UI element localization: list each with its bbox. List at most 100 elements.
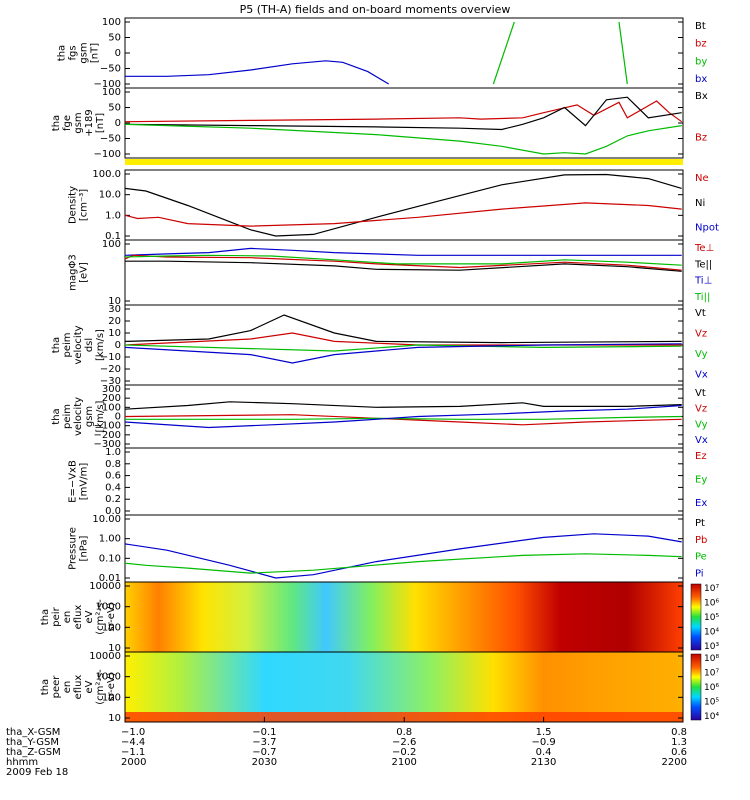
ytick-label: −50 bbox=[100, 134, 121, 145]
ylabel-density: Density [cm⁻³] bbox=[68, 186, 90, 224]
ytick-label: 0.4 bbox=[105, 482, 121, 493]
ytick-label: 10 bbox=[108, 296, 121, 307]
ylabel-line: (cm²-s- bbox=[95, 599, 106, 635]
ylabel-line: Pressure bbox=[68, 527, 79, 570]
ytick-label: 10 bbox=[108, 713, 121, 724]
ylabel-line: [cm⁻³] bbox=[79, 189, 90, 221]
ytick-label: 0.0 bbox=[105, 506, 121, 517]
series-fgs-by bbox=[492, 21, 515, 85]
series-velocity1-vz bbox=[124, 332, 682, 346]
ylabel-temp: magΦ3 [eV] bbox=[68, 254, 90, 290]
series-temp-ti⊥ bbox=[124, 247, 682, 256]
ytick-label: −100 bbox=[94, 79, 121, 90]
ephemeris-value: 1.3 bbox=[671, 737, 687, 748]
ylabel-line: tha bbox=[40, 679, 51, 695]
legend-bt: Bt bbox=[695, 21, 706, 32]
ytick-label: −300 bbox=[94, 439, 121, 450]
colorbar-ions bbox=[690, 583, 702, 651]
legend-pi: Pi bbox=[695, 569, 704, 580]
panel-frame-fge bbox=[124, 87, 684, 159]
figure-title: P5 (TH-A) fields and on-board moments ov… bbox=[240, 3, 511, 16]
ytick-label: 0.1 bbox=[105, 231, 121, 242]
ytick-label: 0.01 bbox=[99, 573, 121, 584]
panel-frame-velocity2 bbox=[124, 384, 684, 449]
ephemeris-label: tha_X-GSM bbox=[6, 727, 60, 738]
ephemeris-label: 2009 Feb 18 bbox=[6, 767, 68, 778]
series-fge-by bbox=[124, 123, 682, 155]
ylabel-line: peir bbox=[51, 606, 62, 626]
ephemeris-value: −3.7 bbox=[252, 737, 276, 748]
series-velocity2-vt bbox=[124, 401, 682, 410]
ylabel-line: [nT] bbox=[95, 113, 106, 133]
ytick-label: 0.2 bbox=[105, 494, 121, 505]
ephemeris-value: 0.6 bbox=[671, 747, 687, 758]
ytick-label: 10.00 bbox=[92, 514, 121, 525]
ephemeris-value: −4.4 bbox=[121, 737, 145, 748]
ylabel-line: peim bbox=[62, 332, 73, 357]
ylabel-pressure: Pressure [nPa] bbox=[68, 527, 90, 570]
ytick-label: 0 bbox=[115, 340, 121, 351]
ytick-label: −100 bbox=[94, 421, 121, 432]
series-velocity1-vt bbox=[124, 314, 682, 344]
ylabel-line: Density bbox=[68, 186, 79, 224]
legend-vt: Vt bbox=[695, 308, 706, 319]
legend-ne: Ne bbox=[695, 173, 709, 184]
ytick-label: 10 bbox=[108, 328, 121, 339]
legend-pb: Pb bbox=[695, 535, 707, 546]
series-velocity2-vy bbox=[125, 415, 682, 420]
ytick-label: 0 bbox=[115, 48, 121, 59]
series-fge-bz bbox=[124, 100, 683, 123]
ytick-label: 30 bbox=[108, 304, 121, 315]
ytick-label: −100 bbox=[94, 149, 121, 160]
ephemeris-label: tha_Y-GSM bbox=[6, 737, 59, 748]
ytick-label: 10 bbox=[108, 643, 121, 654]
ylabel-line: eflux bbox=[73, 675, 84, 700]
ylabel-line: en bbox=[62, 681, 73, 694]
series-velocity2-vx bbox=[124, 404, 682, 429]
ephemeris-value: 0.8 bbox=[396, 727, 412, 738]
ylabel-line: gsm bbox=[73, 112, 84, 133]
panel-frame-fgs bbox=[124, 17, 684, 89]
ephemeris-label: hhmm bbox=[6, 757, 38, 768]
series-velocity2-vz bbox=[124, 414, 682, 426]
series-pressure-pi bbox=[124, 533, 682, 579]
ylabel-line: fge bbox=[62, 115, 73, 131]
ylabel-line: [nT] bbox=[90, 43, 101, 63]
ylabel-fge: tha fge gsm +189 [nT] bbox=[51, 109, 106, 136]
ylabel-ions: tha peir en eflux eV (cm²-s-sr-eV) bbox=[40, 599, 117, 635]
ylabel-line: eflux bbox=[73, 605, 84, 630]
legend-ez: Ez bbox=[695, 451, 707, 462]
ephemeris-value: 2100 bbox=[391, 757, 416, 768]
ytick-label: −10 bbox=[100, 352, 121, 363]
ytick-label: 50 bbox=[108, 33, 121, 44]
ephemeris-label: tha_Z-GSM bbox=[6, 747, 61, 758]
panel-frame-efield bbox=[124, 447, 684, 516]
legend-pe: Pe bbox=[695, 552, 707, 563]
series-velocity1-vx bbox=[124, 343, 682, 364]
series-fgs-bx bbox=[125, 60, 390, 85]
colorbar-electrons bbox=[690, 653, 702, 721]
ytick-label: 0.6 bbox=[105, 471, 121, 482]
colorbar-label: 10⁷ bbox=[704, 669, 719, 679]
ylabel-line: E=−VxB bbox=[68, 460, 79, 503]
series-temp-ti|| bbox=[124, 254, 682, 266]
ytick-label: 300 bbox=[102, 384, 121, 395]
colorbar-label: 10⁵ bbox=[704, 613, 719, 623]
ylabel-line: fgs bbox=[68, 45, 79, 60]
legend-npot: Npot bbox=[695, 223, 719, 234]
ylabel-line: peer bbox=[51, 675, 62, 699]
legend-ex: Ex bbox=[695, 498, 707, 509]
ephemeris-value: −0.1 bbox=[252, 727, 276, 738]
ytick-label: 0 bbox=[115, 412, 121, 423]
ytick-label: −50 bbox=[100, 64, 121, 75]
series-velocity1-vy bbox=[124, 344, 682, 352]
legend-vy: Vy bbox=[695, 349, 708, 360]
ylabel-line: gsm bbox=[79, 42, 90, 63]
colorbar-label: 10³ bbox=[704, 642, 719, 652]
ion-spectrogram bbox=[125, 582, 683, 652]
ytick-label: 100 bbox=[102, 402, 121, 413]
ytick-label: 1.0 bbox=[105, 447, 121, 458]
series-fge-bx bbox=[124, 96, 682, 131]
ylabel-line: peim bbox=[62, 404, 73, 429]
